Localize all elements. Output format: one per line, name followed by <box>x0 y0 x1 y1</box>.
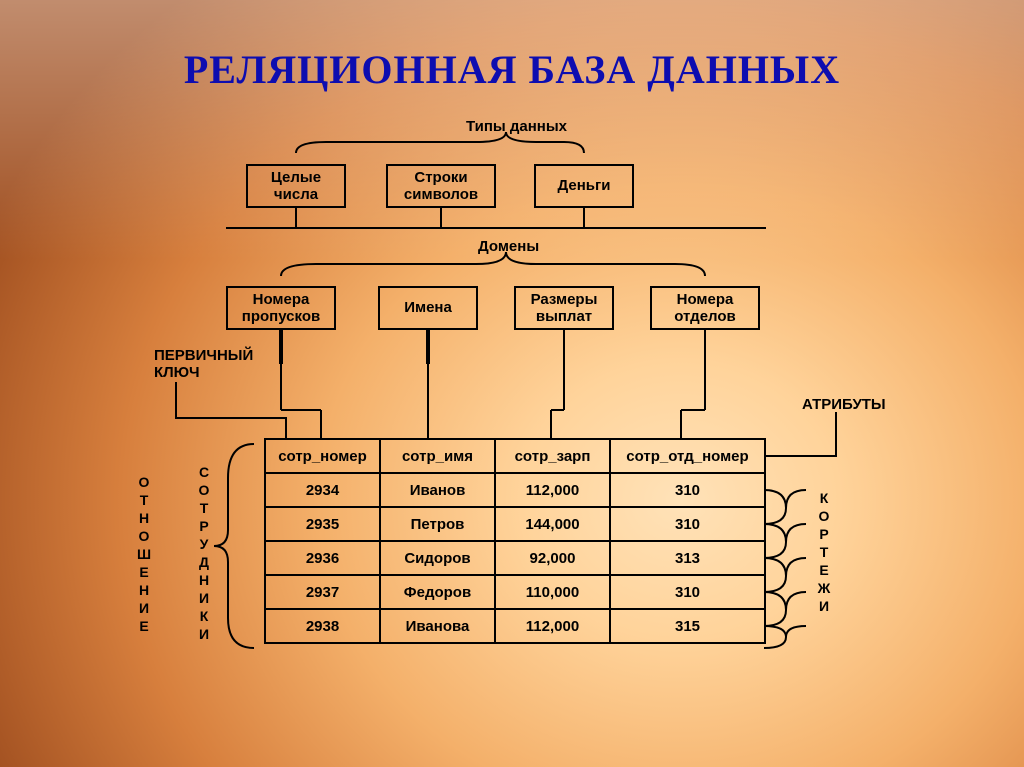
type-int-box: Целые числа <box>246 164 346 208</box>
col-header: сотр_отд_номер <box>610 439 765 473</box>
cell: 2936 <box>265 541 380 575</box>
label-domains: Домены <box>478 238 539 255</box>
type-string-box: Строки символов <box>386 164 496 208</box>
label-attributes: АТРИБУТЫ <box>802 396 886 413</box>
page-title: РЕЛЯЦИОННАЯ БАЗА ДАННЫХ <box>0 46 1024 93</box>
cell: Сидоров <box>380 541 495 575</box>
table-row: 2935 Петров 144,000 310 <box>265 507 765 541</box>
cell: 315 <box>610 609 765 643</box>
cell: Федоров <box>380 575 495 609</box>
cell: 144,000 <box>495 507 610 541</box>
label-types: Типы данных <box>466 118 567 135</box>
col-header: сотр_имя <box>380 439 495 473</box>
cell: Иванова <box>380 609 495 643</box>
table-row: 2936 Сидоров 92,000 313 <box>265 541 765 575</box>
domain-pay-box: Размеры выплат <box>514 286 614 330</box>
relation-table: сотр_номер сотр_имя сотр_зарп сотр_отд_н… <box>264 438 766 644</box>
cell: 110,000 <box>495 575 610 609</box>
cell: 310 <box>610 473 765 507</box>
col-header: сотр_зарп <box>495 439 610 473</box>
label-employees: СОТРУДНИКИ <box>196 464 212 644</box>
domain-dept-box: Номера отделов <box>650 286 760 330</box>
type-money-box: Деньги <box>534 164 634 208</box>
label-pk-text: ПЕРВИЧНЫЙ КЛЮЧ <box>154 348 264 381</box>
domain-pass-box: Номера пропусков <box>226 286 336 330</box>
cell: 2937 <box>265 575 380 609</box>
cell: 310 <box>610 575 765 609</box>
cell: 2934 <box>265 473 380 507</box>
label-tuples: КОРТЕЖИ <box>816 490 832 616</box>
cell: 2935 <box>265 507 380 541</box>
table-header-row: сотр_номер сотр_имя сотр_зарп сотр_отд_н… <box>265 439 765 473</box>
table-row: 2937 Федоров 110,000 310 <box>265 575 765 609</box>
domain-names-box: Имена <box>378 286 478 330</box>
label-relation: ОТНОШЕНИЕ <box>136 474 152 636</box>
label-pk: ПЕРВИЧНЫЙ КЛЮЧ <box>154 348 264 381</box>
cell: 92,000 <box>495 541 610 575</box>
table-row: 2938 Иванова 112,000 315 <box>265 609 765 643</box>
diagram-canvas: Типы данных Целые числа Строки символов … <box>106 118 906 698</box>
table-row: 2934 Иванов 112,000 310 <box>265 473 765 507</box>
cell: Иванов <box>380 473 495 507</box>
cell: 310 <box>610 507 765 541</box>
cell: 112,000 <box>495 473 610 507</box>
cell: 112,000 <box>495 609 610 643</box>
cell: 313 <box>610 541 765 575</box>
cell: 2938 <box>265 609 380 643</box>
col-header: сотр_номер <box>265 439 380 473</box>
cell: Петров <box>380 507 495 541</box>
